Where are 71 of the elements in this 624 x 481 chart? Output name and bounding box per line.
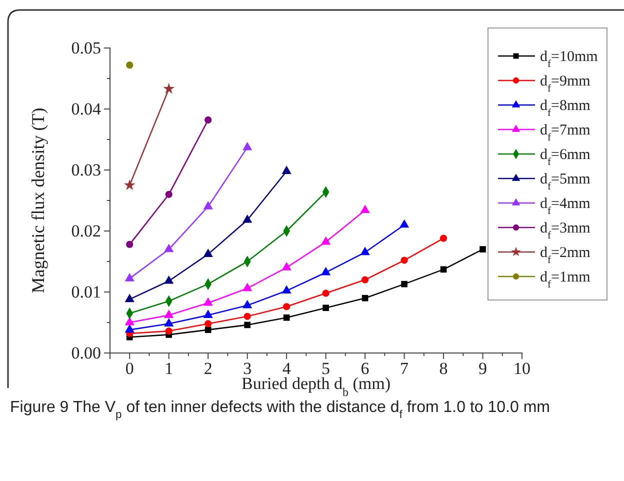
x-tick-label: 1: [164, 359, 174, 378]
point: [400, 256, 408, 264]
point: [282, 285, 292, 294]
point: [362, 294, 368, 302]
y-tick-label: 0.03: [71, 160, 101, 180]
point: [242, 300, 252, 308]
point: [282, 166, 292, 174]
point: [322, 304, 329, 312]
legend-label: d$_{f}$=1mm: [540, 270, 591, 290]
y-tick-label: 0.04: [71, 99, 102, 118]
point: [164, 318, 174, 326]
point: [124, 316, 134, 326]
point: [204, 320, 212, 328]
x-tick-label: 8: [439, 359, 448, 378]
legend-label: d$_{f}$=6mm: [540, 147, 591, 168]
legend-label: d$_{f}$=9mm: [540, 74, 591, 94]
y-tick-label: 0.00: [71, 343, 101, 362]
point: [282, 262, 292, 270]
x-tick-label: 10: [514, 359, 530, 378]
point: [164, 244, 174, 252]
y-tick-label: 0.02: [71, 221, 101, 240]
legend-label: d$_{f}$=10mm: [540, 49, 598, 70]
point: [440, 234, 448, 242]
y-axis-title: Magnetic flux density (T): [28, 108, 48, 294]
legend-label: d$_{f}$=8mm: [540, 98, 591, 118]
point: [204, 326, 212, 333]
point: [163, 82, 175, 94]
point: [244, 322, 250, 328]
point: [124, 179, 136, 190]
point: [204, 116, 212, 124]
point: [440, 266, 447, 273]
point: [164, 310, 174, 318]
point: [244, 312, 251, 320]
legend-label: d$_{f}$=7mm: [540, 122, 591, 143]
point: [126, 240, 134, 248]
x-tick-label: 9: [478, 359, 488, 378]
point: [361, 276, 369, 284]
point: [242, 142, 252, 150]
y-tick-label: 0.01: [71, 282, 101, 302]
point: [124, 273, 134, 282]
point: [203, 297, 213, 306]
point: [203, 310, 213, 318]
point: [322, 290, 330, 297]
point: [124, 294, 134, 302]
point: [126, 62, 134, 69]
point: [165, 190, 172, 198]
x-tick-label: 2: [204, 359, 212, 378]
point: [360, 246, 370, 256]
legend-label: d$_{f}$=5mm: [540, 172, 591, 192]
point: [124, 324, 134, 333]
point: [165, 327, 172, 335]
point: [399, 219, 410, 228]
x-tick-label: 0: [125, 359, 134, 378]
point: [321, 236, 331, 245]
caption: Figure 9 The V$_{p}$ of ten inner defects with the distance d$_{f}$ from 1.0 to 10.0 mm: [10, 399, 550, 421]
x-tick-label: 7: [400, 359, 410, 378]
point: [283, 314, 290, 321]
point: [321, 266, 331, 276]
y-tick-label: 0.05: [71, 38, 101, 58]
point: [242, 214, 252, 223]
legend-label: d$_{f}$=3mm: [540, 220, 591, 241]
point: [164, 275, 174, 284]
point: [242, 282, 252, 292]
point: [203, 248, 213, 257]
point: [283, 303, 290, 310]
legend-label: d$_{f}$=4mm: [540, 196, 591, 216]
legend-label: d$_{f}$=2mm: [540, 245, 591, 266]
point: [360, 204, 370, 214]
point: [203, 201, 213, 210]
point: [401, 280, 408, 288]
point: [480, 246, 486, 252]
